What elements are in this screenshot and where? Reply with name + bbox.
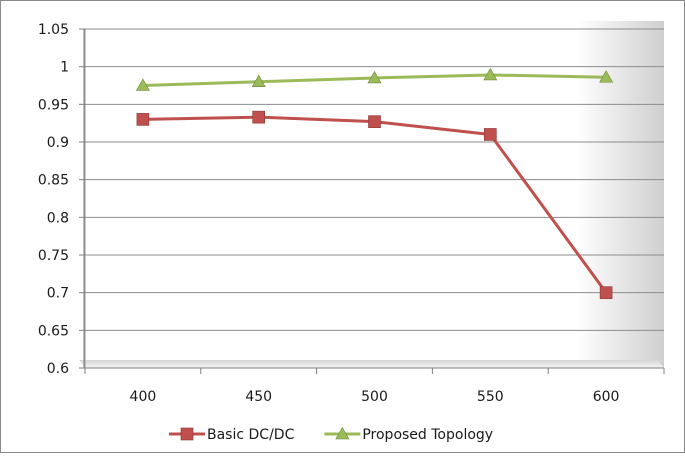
y-tick-label: 0.85: [38, 173, 69, 189]
square-marker: [483, 128, 497, 141]
triangle-marker: [251, 74, 266, 88]
legend-triangle-marker: [335, 426, 350, 440]
x-tick-label: 600: [593, 389, 620, 405]
legend-label: Proposed Topology: [362, 427, 493, 443]
legend-item: Proposed Topology: [324, 426, 493, 443]
triangle-marker: [367, 70, 382, 84]
x-tick-label: 450: [245, 389, 272, 405]
y-tick-label: 0.75: [38, 248, 69, 264]
y-tick-label: 1: [60, 60, 69, 76]
y-tick-label: 0.9: [47, 135, 69, 151]
plot-area: [79, 21, 664, 368]
triangle-marker: [135, 78, 150, 91]
series-proposed-topology: [135, 67, 614, 91]
square-marker: [368, 115, 381, 128]
plot-floor: [79, 360, 664, 368]
legend-square-marker: [180, 427, 194, 441]
y-axis-tick-labels: 0.6 0.65 0.7 0.75 0.8 0.85 0.9 0.95 1 1.05: [38, 22, 69, 377]
y-tick-label: 0.95: [38, 97, 69, 113]
x-axis-tick-labels: 400 450 500 550 600: [130, 389, 620, 405]
square-marker: [136, 113, 150, 126]
y-tick-label: 0.65: [38, 323, 69, 339]
x-tick-label: 400: [130, 389, 157, 405]
y-tick-label: 1.05: [38, 22, 69, 38]
square-marker: [599, 286, 613, 299]
y-tick-label: 0.6: [47, 361, 69, 377]
legend: Basic DC/DC Proposed Topology: [169, 426, 493, 443]
legend-item: Basic DC/DC: [169, 427, 295, 443]
legend-label: Basic DC/DC: [207, 427, 295, 443]
x-tick-label: 550: [477, 389, 504, 405]
series-lines: [135, 67, 614, 299]
series-basic-dc-dc: [136, 110, 613, 299]
x-tick-label: 500: [361, 389, 388, 405]
triangle-marker: [599, 70, 614, 83]
y-tick-label: 0.7: [47, 286, 69, 302]
triangle-marker: [483, 67, 498, 81]
plot-background: [79, 21, 664, 368]
y-tick-label: 0.8: [47, 210, 69, 226]
square-marker: [252, 110, 265, 124]
axes: [79, 28, 665, 374]
